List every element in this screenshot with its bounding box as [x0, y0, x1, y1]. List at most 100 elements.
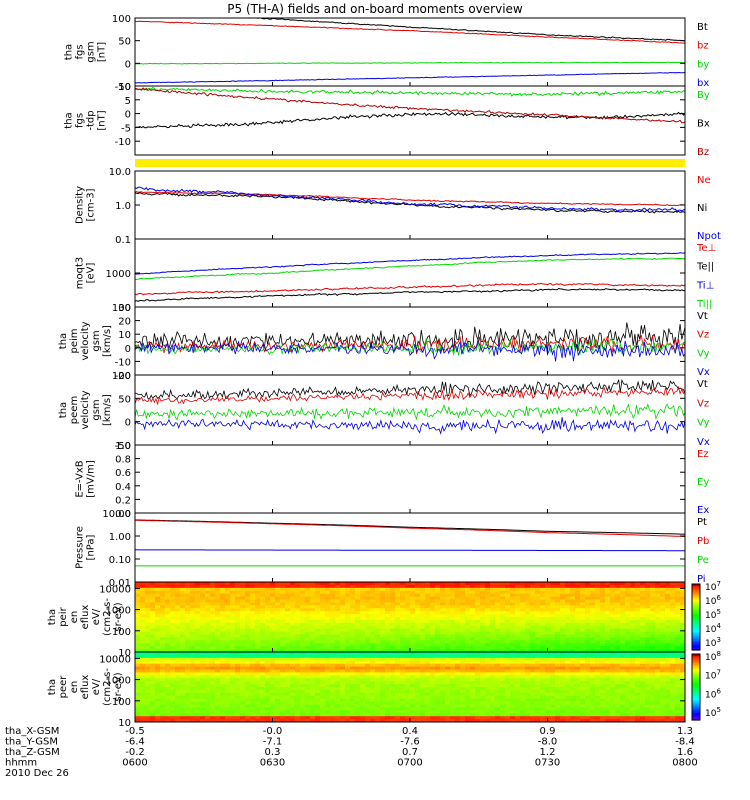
spectrogram-cell: [275, 649, 281, 652]
spectrogram-cell: [330, 675, 336, 679]
spectrogram-cell: [490, 611, 496, 615]
spectrogram-cell: [375, 631, 381, 636]
spectrogram-cell: [565, 614, 571, 618]
spectrogram-cell: [605, 619, 611, 624]
spectrogram-cell: [205, 611, 211, 615]
spectrogram-cell: [225, 678, 231, 682]
spectrogram-cell: [550, 698, 556, 703]
spectrogram-cell: [415, 596, 421, 601]
spectrogram-cell: [670, 608, 676, 612]
spectrogram-cell: [290, 687, 296, 691]
spectrogram-cell: [280, 660, 286, 665]
spectrogram-cell: [365, 593, 371, 598]
spectrogram-cell: [185, 719, 191, 722]
spectrogram-cell: [480, 707, 486, 711]
spectrogram-cell: [160, 704, 166, 709]
spectrogram-cell: [340, 652, 346, 656]
spectrogram-cell: [200, 599, 206, 604]
spectrogram-cell: [395, 689, 401, 694]
spectrogram-cell: [170, 634, 176, 639]
spectrogram-cell: [430, 605, 436, 609]
spectrogram-cell: [640, 582, 646, 586]
colorbar-segment: [692, 643, 700, 647]
spectrogram-cell: [285, 617, 291, 621]
spectrogram-cell: [670, 617, 676, 621]
spectrogram-cell: [175, 611, 181, 615]
spectrogram-cell: [480, 631, 486, 636]
spectrogram-cell: [180, 672, 186, 676]
spectrogram-cell: [535, 599, 541, 604]
spectrogram-cell: [185, 687, 191, 691]
spectrogram-cell: [160, 631, 166, 636]
spectrogram-cell: [140, 684, 146, 688]
spectrogram-cell: [450, 713, 456, 717]
spectrogram-cell: [480, 611, 486, 615]
spectrogram-cell: [225, 684, 231, 688]
spectrogram-cell: [355, 582, 361, 586]
spectrogram-cell: [500, 584, 506, 589]
spectrogram-cell: [495, 614, 501, 618]
spectrogram-cell: [390, 695, 396, 700]
spectrogram-cell: [550, 692, 556, 697]
spectrogram-cell: [280, 663, 286, 668]
spectrogram-cell: [550, 646, 556, 650]
spectrogram-cell: [350, 713, 356, 717]
spectrogram-cell: [650, 605, 656, 609]
spectrogram-cell: [205, 652, 211, 656]
spectrogram-cell: [320, 654, 326, 659]
spectrogram-cell: [165, 675, 171, 679]
spectrogram-cell: [525, 663, 531, 668]
spectrogram-cell: [290, 689, 296, 694]
spectrogram-cell: [675, 608, 681, 612]
spectrogram-cell: [500, 689, 506, 694]
legend-label-ni: Ni: [697, 203, 707, 214]
spectrogram-cell: [350, 669, 356, 674]
spectrogram-cell: [285, 622, 291, 627]
spectrogram-cell: [280, 631, 286, 636]
spectrogram-cell: [325, 654, 331, 659]
spectrogram-cell: [675, 646, 681, 650]
spectrogram-cell: [280, 652, 286, 656]
spectrogram-cell: [340, 695, 346, 700]
spectrogram-cell: [475, 584, 481, 589]
spectrogram-cell: [195, 582, 201, 586]
spectrogram-cell: [405, 692, 411, 697]
spectrogram-cell: [645, 605, 651, 609]
spectrogram-cell: [390, 654, 396, 659]
spectrogram-cell: [380, 663, 386, 668]
series-lines: [135, 378, 685, 435]
spectrogram-cell: [305, 619, 311, 624]
spectrogram-cell: [410, 637, 416, 641]
spectrogram-cell: [185, 584, 191, 589]
spectrogram-cell: [400, 587, 406, 592]
spectrogram-cell: [450, 681, 456, 685]
spectrogram-cell: [315, 704, 321, 709]
spectrogram-cell: [650, 596, 656, 601]
spectrogram-cell: [495, 608, 501, 612]
spectrogram-cell: [275, 684, 281, 688]
spectrogram-cell: [400, 611, 406, 615]
spectrogram-cell: [400, 625, 406, 630]
spectrogram-cell: [225, 605, 231, 609]
spectrogram-cell: [295, 689, 301, 694]
spectrogram-cell: [530, 713, 536, 717]
spectrogram-cell: [375, 596, 381, 601]
spectrogram-cell: [410, 625, 416, 630]
spectrogram-cell: [275, 634, 281, 639]
spectrogram-cell: [140, 681, 146, 685]
spectrogram-cell: [335, 608, 341, 612]
spectrogram-cell: [385, 590, 391, 595]
spectrogram-cell: [450, 669, 456, 674]
spectrogram-cell: [645, 590, 651, 595]
spectrogram-cell: [400, 643, 406, 647]
spectrogram-cell: [355, 590, 361, 595]
spectrogram-cell: [465, 590, 471, 595]
spectrogram-cell: [160, 698, 166, 703]
spectrogram-cell: [555, 698, 561, 703]
spectrogram-cell: [490, 687, 496, 691]
spectrogram-cell: [325, 582, 331, 586]
spectrogram-cell: [225, 625, 231, 630]
spectrogram-cell: [555, 637, 561, 641]
spectrogram-cell: [220, 663, 226, 668]
spectrogram-cell: [680, 602, 685, 606]
